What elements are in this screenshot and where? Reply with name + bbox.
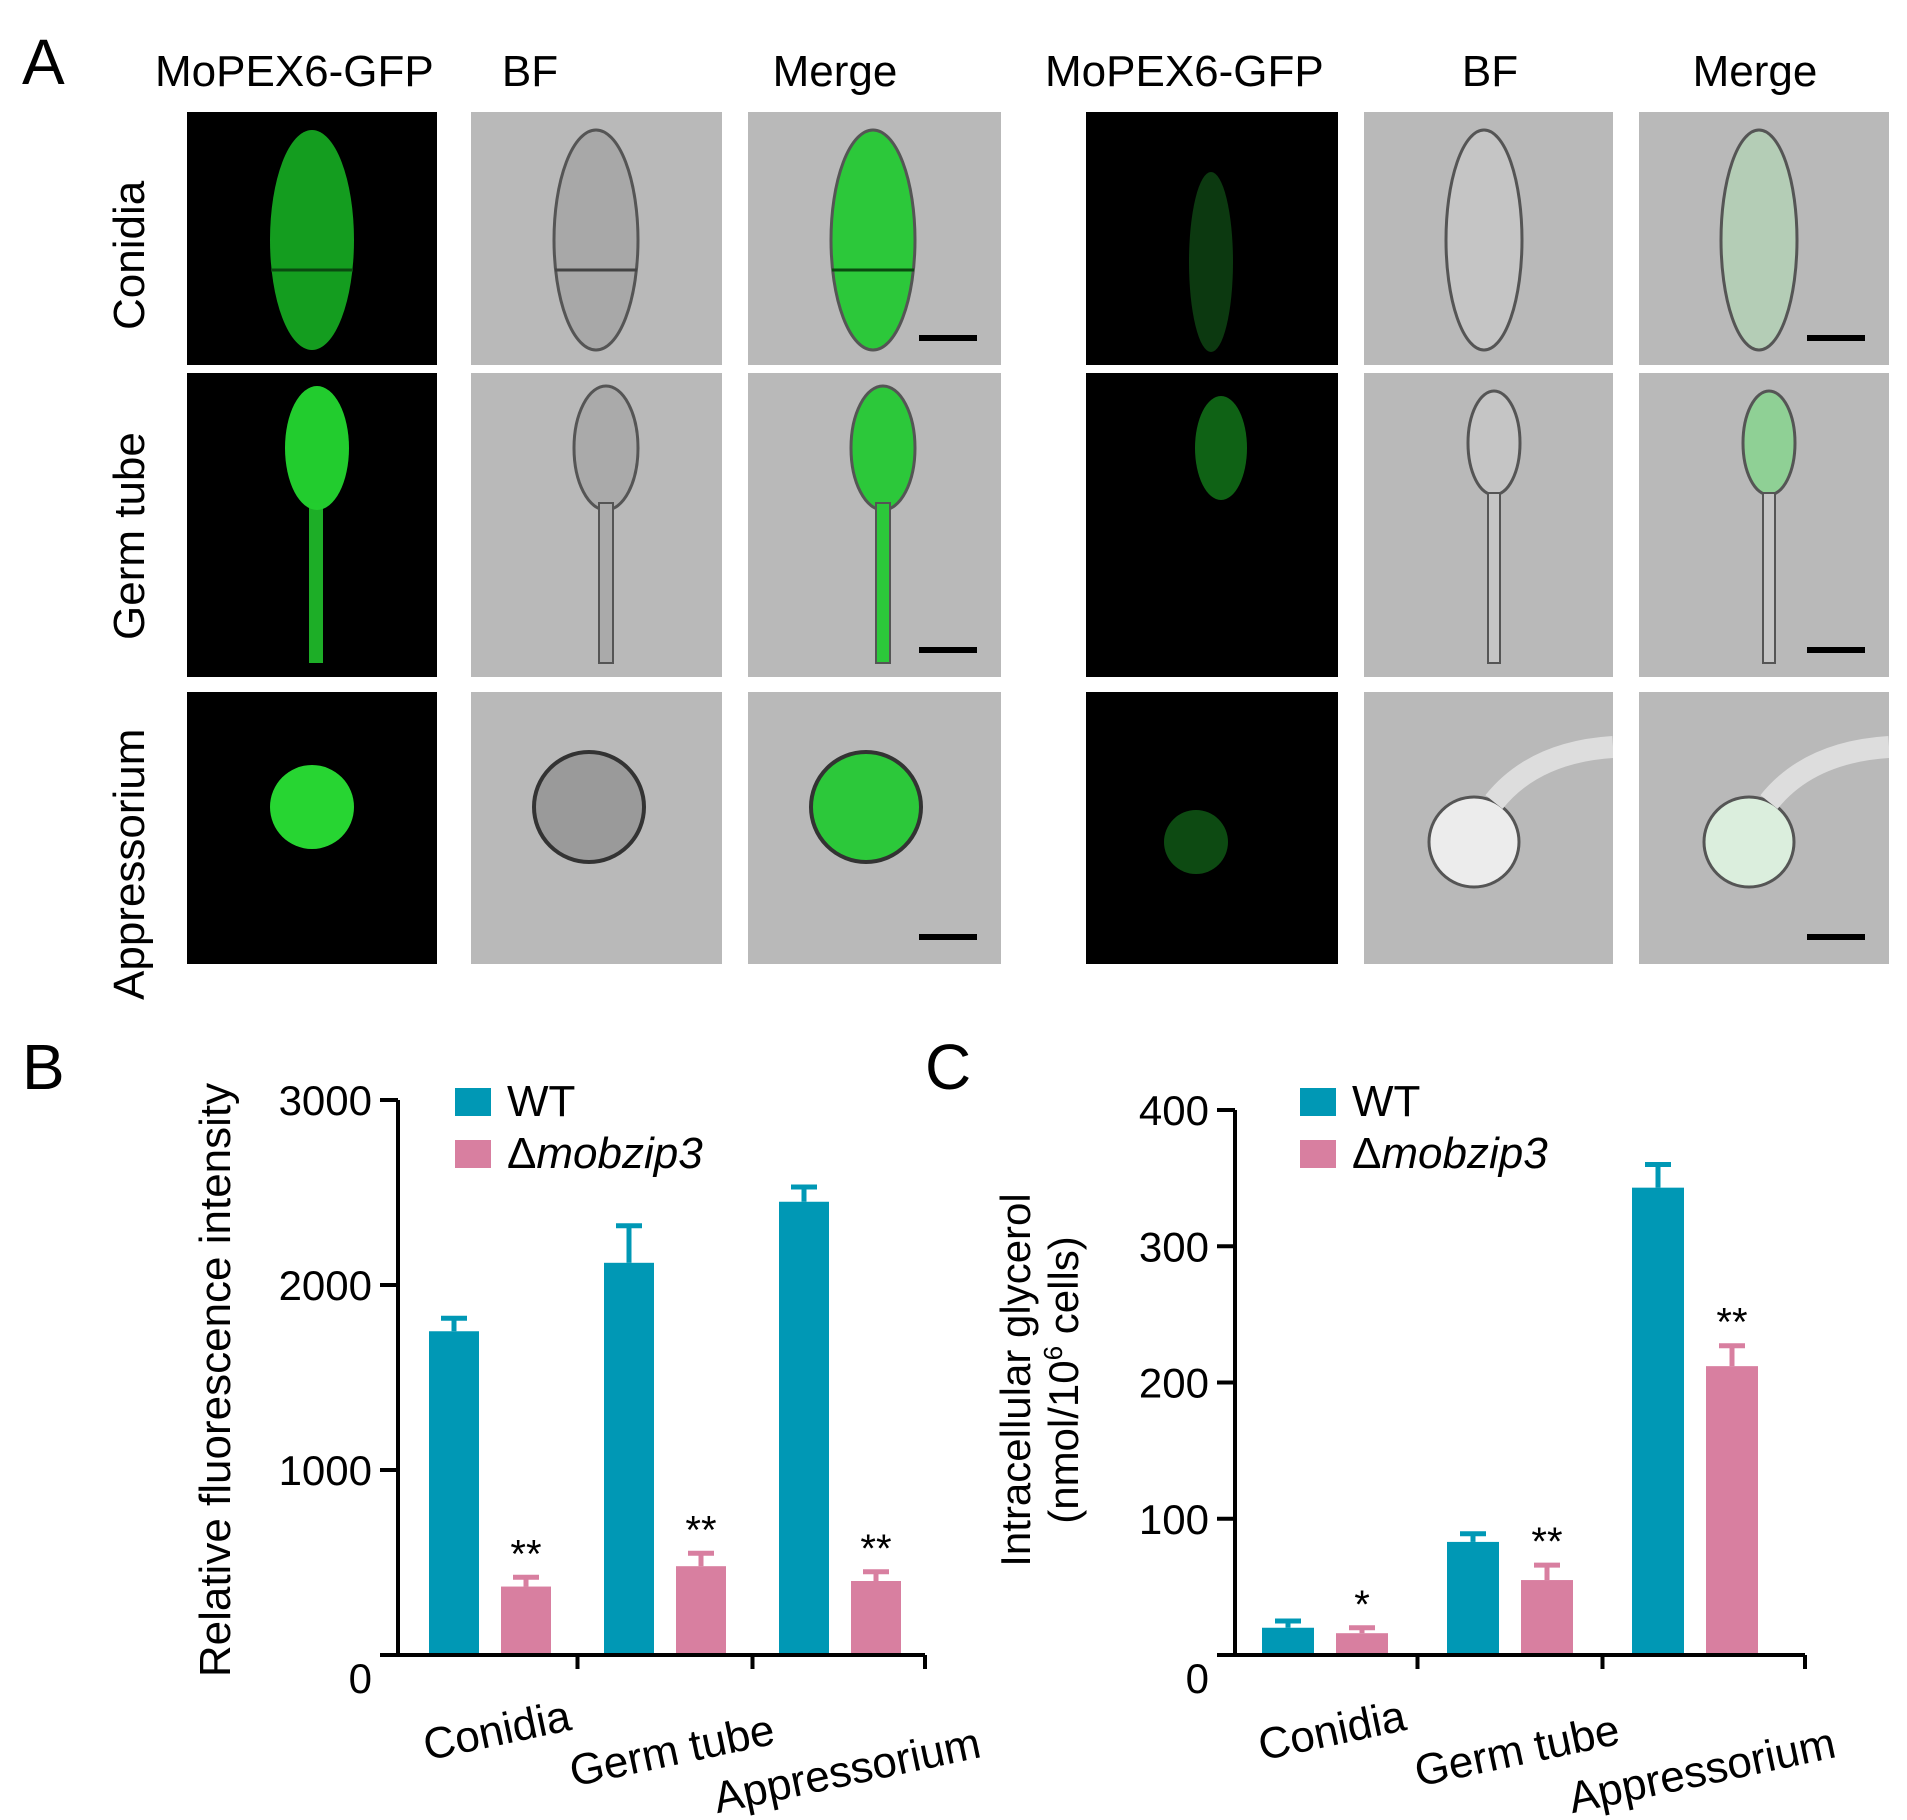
significance-label: ** — [1531, 1520, 1562, 1564]
column-header-gfp-mutant: MoPEX6-GFP — [1045, 47, 1324, 96]
y-axis-title: Relative fluorescence intensity — [191, 1083, 240, 1677]
micrograph-appressorium-gfp-mutant — [1086, 692, 1338, 964]
legend-label-mutant: Δmobzip3 — [507, 1129, 703, 1178]
y-tick-label: 300 — [1139, 1223, 1209, 1270]
y-axis-title-line1: Intracellular glycerol — [992, 1193, 1039, 1567]
legend-label-mutant: Δmobzip3 — [1352, 1129, 1548, 1178]
bar-mutant-0 — [501, 1586, 551, 1653]
scale-bar — [1807, 647, 1865, 653]
micrograph-germ-tube-gfp-mutant — [1086, 373, 1338, 677]
micrograph-germ-tube-bf-wt — [471, 373, 722, 677]
significance-label: ** — [860, 1527, 891, 1571]
micrograph-appressorium-bf-mutant — [1364, 692, 1613, 964]
micrograph-conidia-bf-mutant — [1364, 112, 1613, 365]
column-header-bf-mutant: BF — [1461, 47, 1519, 96]
panel-label-c: C — [925, 1031, 972, 1103]
legend-swatch-wt — [1300, 1088, 1336, 1116]
panel-label-b: B — [22, 1031, 65, 1103]
y-tick-label: 200 — [1139, 1360, 1209, 1407]
micrograph-appressorium-gfp-wt — [187, 692, 437, 964]
micrograph-conidia-merge-mutant — [1639, 112, 1889, 365]
y-tick-label: 0 — [349, 1655, 372, 1702]
micrograph-conidia-gfp-mutant — [1086, 112, 1338, 365]
y-tick-label: 0 — [1186, 1655, 1209, 1702]
micrograph-conidia-bf-wt — [471, 112, 722, 365]
bar-wt-2 — [1632, 1187, 1684, 1653]
column-header-bf-wt: BF — [501, 47, 559, 96]
micrograph-conidia-gfp-wt — [187, 112, 437, 365]
scale-bar — [919, 934, 977, 940]
scale-bar — [919, 335, 977, 341]
micrograph-appressorium-bf-wt — [471, 692, 722, 964]
y-tick-label: 3000 — [279, 1077, 372, 1124]
y-tick-label: 1000 — [279, 1447, 372, 1494]
bar-wt-0 — [429, 1331, 479, 1653]
y-tick-label: 100 — [1139, 1496, 1209, 1543]
row-header-germ-tube: Germ tube — [105, 432, 154, 640]
legend-label-wt: WT — [1352, 1077, 1420, 1126]
panel-label-a: A — [22, 26, 65, 98]
significance-label: * — [1354, 1583, 1370, 1627]
micrograph-appressorium-merge-mutant — [1639, 692, 1889, 964]
legend-label-wt: WT — [507, 1077, 575, 1126]
significance-label: ** — [685, 1508, 716, 1552]
bar-wt-0 — [1262, 1627, 1314, 1653]
micrograph-germ-tube-merge-mutant — [1639, 373, 1889, 677]
y-axis-title-line2: (nmol/106 cells) — [1038, 1236, 1087, 1524]
significance-label: ** — [1716, 1301, 1747, 1345]
column-header-merge-wt: Merge — [772, 47, 898, 96]
bar-mutant-1 — [676, 1566, 726, 1653]
micrograph-germ-tube-gfp-wt — [187, 373, 437, 677]
y-tick-label: 2000 — [279, 1262, 372, 1309]
bar-wt-1 — [1447, 1541, 1499, 1653]
bar-wt-1 — [604, 1262, 654, 1653]
scale-bar — [1807, 934, 1865, 940]
bar-mutant-1 — [1521, 1580, 1573, 1653]
scale-bar — [1807, 335, 1865, 341]
bar-wt-2 — [779, 1201, 829, 1653]
bar-mutant-2 — [851, 1581, 901, 1653]
legend-swatch-mutant — [1300, 1140, 1336, 1168]
legend-swatch-mutant — [455, 1140, 491, 1168]
x-category-label: Conidia — [1254, 1691, 1411, 1770]
column-header-merge-mutant: Merge — [1692, 47, 1818, 96]
micrograph-germ-tube-bf-mutant — [1364, 373, 1613, 677]
bar-mutant-0 — [1336, 1633, 1388, 1653]
y-tick-label: 400 — [1139, 1087, 1209, 1134]
bar-mutant-2 — [1706, 1366, 1758, 1653]
scale-bar — [919, 647, 977, 653]
x-category-label: Conidia — [419, 1691, 576, 1770]
micrograph-appressorium-merge-wt — [748, 692, 1001, 964]
micrograph-germ-tube-merge-wt — [748, 373, 1001, 677]
legend-swatch-wt — [455, 1088, 491, 1116]
row-header-appressorium: Appressorium — [105, 728, 154, 1000]
significance-label: ** — [510, 1532, 541, 1576]
micrograph-conidia-merge-wt — [748, 112, 1001, 365]
column-header-gfp-wt: MoPEX6-GFP — [155, 47, 434, 96]
row-header-conidia: Conidia — [105, 180, 154, 330]
